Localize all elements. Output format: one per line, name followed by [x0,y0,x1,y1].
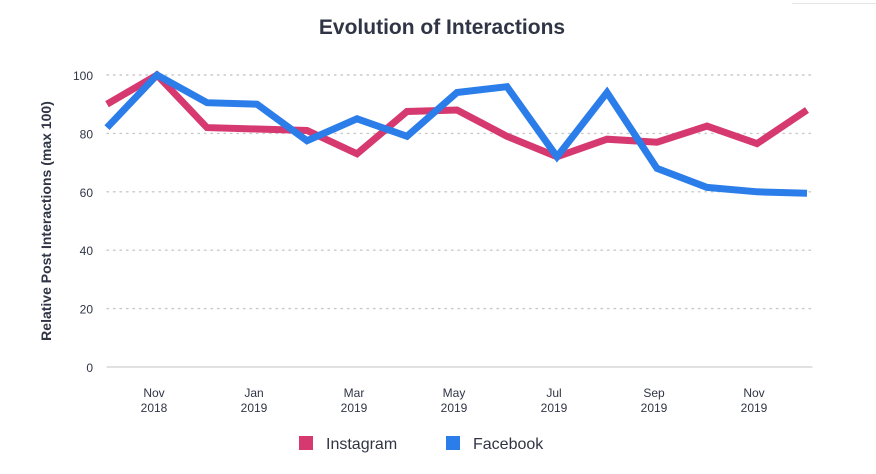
chart-title: Evolution of Interactions [319,16,565,39]
x-tick-month: Jul [546,386,561,400]
x-axis-ticks: Nov2018Jan2019Mar2019May2019Jul2019Sep20… [141,386,768,415]
x-tick-month: Sep [643,386,665,400]
legend-swatch-instagram [299,436,313,450]
x-tick-year: 2019 [341,401,368,415]
x-tick-year: 2019 [641,401,668,415]
top-right-divider [792,0,876,4]
y-tick-label: 100 [73,69,93,83]
x-tick-month: Jan [244,386,263,400]
y-axis-label: Relative Post Interactions (max 100) [38,101,54,341]
x-tick-month: Nov [143,386,164,400]
y-axis-ticks: 0 20 40 60 80 100 [73,69,93,375]
legend-label-facebook: Facebook [473,436,544,453]
series-lines [104,70,809,197]
x-tick-year: 2019 [441,401,468,415]
y-tick-label: 0 [86,361,93,375]
x-tick-year: 2019 [741,401,768,415]
legend-swatch-facebook [446,436,460,450]
x-tick-month: Nov [743,386,764,400]
legend: Instagram Facebook [299,436,544,453]
x-tick-year: 2019 [241,401,268,415]
y-tick-label: 40 [80,244,94,258]
x-tick-year: 2019 [541,401,568,415]
x-tick-year: 2018 [141,401,168,415]
x-tick-month: May [443,386,466,400]
series-line-facebook [104,70,808,197]
legend-label-instagram: Instagram [326,436,397,453]
series-line-instagram [105,70,809,161]
y-tick-label: 80 [80,127,94,141]
y-tick-label: 20 [80,303,94,317]
grid-lines [106,74,813,368]
y-tick-label: 60 [80,186,94,200]
x-tick-month: Mar [344,386,365,400]
